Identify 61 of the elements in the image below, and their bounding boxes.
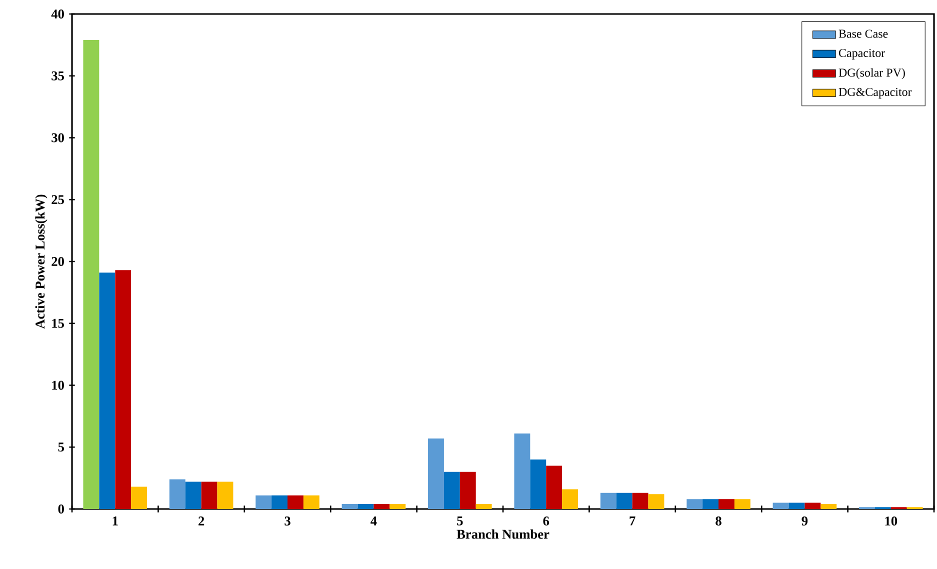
y-tick-label: 10 xyxy=(52,380,64,390)
y-tick-label: 30 xyxy=(52,133,64,142)
y-tick-label: 40 xyxy=(51,10,64,18)
x-tick-label: 1 xyxy=(112,516,118,526)
bar xyxy=(530,460,546,509)
bar xyxy=(303,495,320,509)
bar xyxy=(288,495,304,509)
bar xyxy=(131,486,148,509)
x-tick-label: 5 xyxy=(457,516,463,526)
bar xyxy=(686,499,703,509)
x-tick-label: 10 xyxy=(885,516,898,526)
bar xyxy=(201,482,218,509)
x-tick-label: 7 xyxy=(630,516,636,526)
bar xyxy=(632,492,648,509)
y-tick-label: 15 xyxy=(52,318,64,328)
y-tick-label: 0 xyxy=(58,504,64,514)
bar xyxy=(702,499,719,509)
bar xyxy=(428,438,444,509)
bar xyxy=(272,495,288,509)
bar xyxy=(444,472,460,509)
x-tick-label: 9 xyxy=(802,516,808,526)
y-tick-label: 5 xyxy=(58,442,64,452)
legend-label: Base Case xyxy=(838,30,888,38)
y-axis-title: Active Power Loss(kW) xyxy=(35,194,48,329)
bar xyxy=(169,479,186,509)
bar xyxy=(514,434,530,509)
bar xyxy=(185,482,202,509)
bar xyxy=(217,482,234,509)
bar xyxy=(788,502,805,509)
bar xyxy=(820,504,837,509)
bar xyxy=(616,492,632,509)
bar xyxy=(83,40,100,509)
bar xyxy=(734,499,750,509)
x-tick-label: 2 xyxy=(198,516,204,526)
y-tick-label: 35 xyxy=(52,71,64,80)
x-axis-title: Branch Number xyxy=(456,529,550,539)
bar xyxy=(600,492,616,509)
bar xyxy=(460,472,476,509)
x-tick-label: 4 xyxy=(370,516,377,526)
bar xyxy=(772,502,789,509)
x-tick-label: 8 xyxy=(716,516,722,526)
bar xyxy=(562,489,578,509)
legend-label: DG&Capacitor xyxy=(838,88,912,98)
bar xyxy=(358,504,374,509)
bar xyxy=(99,272,116,509)
y-tick-label: 20 xyxy=(52,257,64,266)
bar xyxy=(648,494,664,509)
bar xyxy=(718,499,734,509)
x-tick-label: 3 xyxy=(284,516,290,526)
legend-label: Capacitor xyxy=(838,48,886,60)
y-tick-label: 25 xyxy=(52,195,64,204)
x-tick-label: 6 xyxy=(543,516,550,526)
bar xyxy=(256,495,272,509)
bar xyxy=(476,504,492,509)
bar xyxy=(115,270,132,509)
legend-label: DG(solar PV) xyxy=(838,68,905,80)
bar xyxy=(374,504,390,509)
bar xyxy=(390,504,406,509)
bar xyxy=(342,504,358,509)
bar xyxy=(546,466,562,509)
bar xyxy=(804,502,821,509)
